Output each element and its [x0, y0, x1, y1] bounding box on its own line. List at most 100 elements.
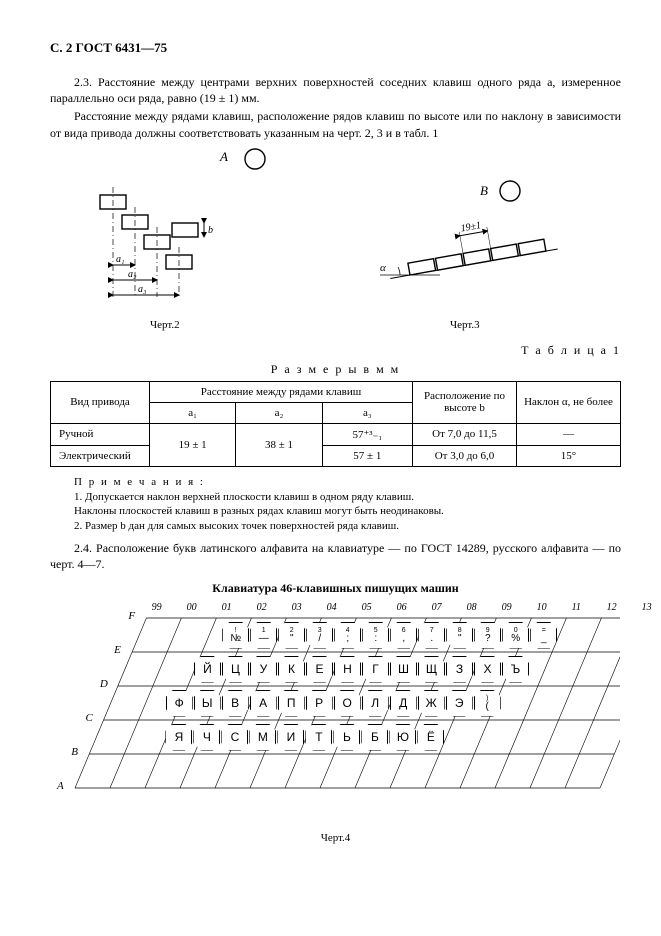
th-height: Расположение по высоте b: [413, 381, 517, 423]
col-label: 05: [362, 602, 372, 613]
col-label: 07: [432, 602, 442, 613]
figure-2-label: Черт.2: [150, 319, 180, 331]
cell-r2-ang: 15°: [517, 445, 621, 466]
cell-r1-a3: 57⁺³₋₁: [322, 423, 412, 445]
note-2: 2. Размер b дан для самых высоких точек …: [50, 519, 621, 534]
col-label: 02: [257, 602, 267, 613]
key: А: [250, 690, 277, 717]
key: Й: [194, 656, 221, 683]
col-label: 04: [327, 602, 337, 613]
col-label: 09: [502, 602, 512, 613]
col-label: 12: [607, 602, 617, 613]
key: 7.: [418, 622, 445, 649]
page-header: С. 2 ГОСТ 6431—75: [50, 40, 621, 56]
key: Р: [306, 690, 333, 717]
note-1b: Наклоны плоскостей клавиш в разных рядах…: [50, 504, 621, 519]
col-label: 00: [187, 602, 197, 613]
para-2-3b: Расстояние между рядами клавиш, располож…: [50, 108, 621, 140]
cell-a1: 19 ± 1: [150, 423, 236, 466]
key: Т: [305, 724, 332, 751]
table-1-title: Р а з м е р ы в м м: [50, 362, 621, 377]
key: =_: [530, 622, 557, 649]
svg-text:α: α: [380, 262, 386, 274]
key: Ы: [194, 690, 221, 717]
col-label: 08: [467, 602, 477, 613]
key: У: [250, 656, 277, 683]
key: Щ: [418, 656, 445, 683]
table-1: Вид привода Расстояние между рядами клав…: [50, 381, 621, 467]
key: Ë: [417, 724, 444, 751]
col-label: 03: [292, 602, 302, 613]
key: Ж: [418, 690, 445, 717]
key: 3/: [306, 622, 333, 649]
th-drive: Вид привода: [51, 381, 150, 423]
row-label: B: [71, 746, 78, 758]
key: М: [249, 724, 276, 751]
row-label: A: [57, 780, 64, 792]
svg-text:a₃: a₃: [138, 284, 147, 295]
para-2-3a: 2.3. Расстояние между центрами верхних п…: [50, 74, 621, 106]
figure-3-label: Черт.3: [450, 319, 480, 331]
svg-text:А: А: [219, 149, 228, 164]
key: С: [221, 724, 248, 751]
key: К: [278, 656, 305, 683]
key: Г: [362, 656, 389, 683]
key: П: [278, 690, 305, 717]
para-2-4: 2.4. Расположение букв латинского алфави…: [50, 540, 621, 572]
key: О: [334, 690, 361, 717]
cell-r1-h: От 7,0 до 11,5: [413, 423, 517, 445]
col-label: 06: [397, 602, 407, 613]
key: )(: [474, 690, 501, 717]
col-label: 13: [642, 602, 652, 613]
cell-r2-a3: 57 ± 1: [322, 445, 412, 466]
key: В: [222, 690, 249, 717]
key: 0%: [502, 622, 529, 649]
key: Б: [361, 724, 388, 751]
table-1-label: Т а б л и ц а 1: [50, 343, 621, 358]
key: И: [277, 724, 304, 751]
cell-r1-drive: Ручной: [51, 423, 150, 445]
col-label: 10: [537, 602, 547, 613]
th-angle: Наклон α, не более: [517, 381, 621, 423]
key: 5:: [362, 622, 389, 649]
row-label: D: [100, 678, 108, 690]
th-a1: a₁: [150, 402, 236, 423]
key: 2": [278, 622, 305, 649]
key: Ч: [193, 724, 220, 751]
notes-head: П р и м е ч а н и я :: [50, 475, 621, 490]
notes-block: П р и м е ч а н и я : 1. Допускается нак…: [50, 475, 621, 534]
cell-r2-h: От 3,0 до 6,0: [413, 445, 517, 466]
svg-text:b: b: [208, 225, 213, 236]
cell-r1-ang: —: [517, 423, 621, 445]
key: Э: [446, 690, 473, 717]
row-label: C: [86, 712, 93, 724]
th-dist: Расстояние между рядами клавиш: [150, 381, 413, 402]
key: Ф: [166, 690, 193, 717]
row-label: E: [114, 644, 121, 656]
key: Я: [165, 724, 192, 751]
key: 9?: [474, 622, 501, 649]
key: З: [446, 656, 473, 683]
svg-text:a₁: a₁: [116, 254, 124, 265]
key: Ъ: [502, 656, 529, 683]
row-label: F: [128, 610, 135, 622]
keyboard-title: Клавиатура 46-клавишных пишущих машин: [50, 581, 621, 596]
key: Ю: [389, 724, 416, 751]
figure-2-svg: А a₁ a₂ a₃ b: [80, 147, 300, 317]
key: Ш: [390, 656, 417, 683]
key: 1—: [250, 622, 277, 649]
th-a2: a₂: [236, 402, 322, 423]
th-a3: a₃: [322, 402, 412, 423]
keyboard-diagram: FEDCBA990001020304050607080910111213!№1—…: [50, 598, 621, 828]
key: Х: [474, 656, 501, 683]
key: 4;: [334, 622, 361, 649]
key: Ц: [222, 656, 249, 683]
col-label: 99: [152, 602, 162, 613]
col-label: 11: [572, 602, 581, 613]
key: 6,: [390, 622, 417, 649]
key: Н: [334, 656, 361, 683]
key: Е: [306, 656, 333, 683]
key: !№: [222, 622, 249, 649]
key: Ь: [333, 724, 360, 751]
figure-4-label: Черт.4: [50, 832, 621, 844]
